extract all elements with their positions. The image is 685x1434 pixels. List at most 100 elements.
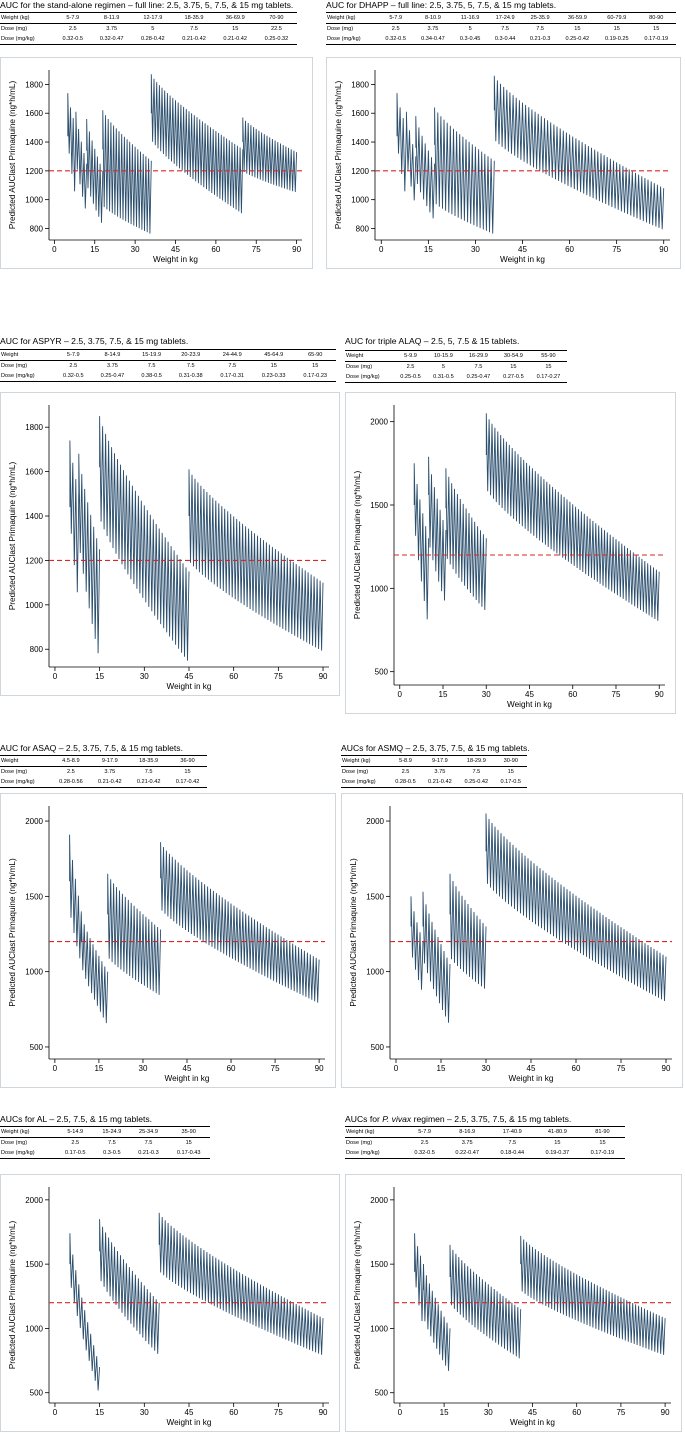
table-row-label: Weight	[345, 350, 395, 362]
x-tick-label: 30	[140, 672, 149, 681]
panel-title: AUC for triple ALAQ – 2.5, 5, 7.5 & 15 t…	[345, 336, 520, 346]
panel-title: AUCs for P. vivax regimen – 2.5, 3.75, 7…	[345, 1114, 571, 1124]
table-cell: 0.17-0.27	[529, 372, 567, 383]
table-cell: 3.75	[427, 26, 439, 32]
table-cell: 18-29.9	[458, 755, 495, 767]
table-row: Dose (mg/kg) 0.32-0.5 0.32-0.47 0.28-0.42 0.…	[0, 34, 297, 45]
table-cell: 2.5	[71, 1140, 80, 1146]
x-tick-label: 0	[53, 1064, 58, 1073]
series-line	[75, 111, 88, 209]
table-cell: 0.3-0.45	[452, 34, 488, 45]
table-cell: 7.5	[144, 769, 153, 775]
table-row: Weight 4.5-8.9 9-17.9 18-35.9 36-90	[0, 755, 207, 767]
title-italic: P. vivax	[382, 1114, 412, 1124]
x-tick-label: 60	[229, 1408, 238, 1417]
chart-svg: 800 1000 1200 1400 1600 1800 0 15 30 45 60 75 90 Weig…	[334, 70, 670, 264]
series-line	[396, 93, 407, 192]
x-tick-label: 75	[271, 1064, 280, 1073]
x-tick-label: 15	[95, 1408, 104, 1417]
x-tick-label: 90	[655, 690, 664, 699]
y-tick-label: 2000	[370, 418, 388, 427]
chart-frame: 800 1000 1200 1400 1600 1800 0 15 30 45 60 75 90 Weig…	[0, 392, 340, 696]
table-row-label: Dose (mg)	[1, 1140, 28, 1146]
dose-table: Weight (kg) 5-7.9 8-16.9 17-40.9 41-80.9 81-9…	[345, 1126, 625, 1159]
x-tick-label: 90	[319, 1408, 328, 1417]
table-cell: 5-7.9	[378, 12, 414, 24]
table-cell: 15-19.9	[133, 349, 170, 361]
y-tick-label: 1800	[351, 80, 369, 89]
table-cell: 15	[184, 769, 191, 775]
table-row: Weight 5-9.9 10-15.9 16-29.9 30-54.9 55-90	[345, 350, 567, 362]
x-tick-label: 15	[424, 245, 433, 254]
x-tick-label: 60	[568, 690, 577, 699]
y-tick-label: 800	[30, 224, 44, 233]
series-line	[410, 896, 424, 990]
table-row: Dose (mg) 2.5 5 7.5 15 15	[345, 362, 567, 373]
chart-frame: 500 1000 1500 2000 0 15 30 45 60 75 90 Weight in kg…	[0, 1174, 340, 1432]
table-row: Dose (mg/kg) 0.28-0.56 0.21-0.42 0.21-0.42 0…	[0, 777, 207, 788]
y-tick-label: 1000	[351, 196, 369, 205]
table-cell: 65-90	[294, 349, 336, 361]
table-cell: 7.5	[144, 1140, 153, 1146]
table-row-label: Dose (mg/kg)	[0, 371, 55, 382]
table-cell: 7.5	[501, 26, 510, 32]
y-tick-label: 1500	[25, 892, 43, 901]
series-line	[423, 1264, 451, 1371]
series-line	[102, 110, 152, 234]
x-tick-label: 45	[185, 672, 194, 681]
table-cell: 7.5	[536, 26, 545, 32]
panel-title: AUC for the stand-alone regimen – full l…	[0, 0, 294, 10]
series-line	[78, 453, 101, 654]
table-cell: 5-7.9	[404, 1126, 445, 1138]
table-row: Dose (mg) 2.5 3.75 5 7.5 15 22.5	[0, 24, 297, 35]
table-cell: 0.19-0.25	[597, 34, 637, 45]
table-cell: 2.5	[420, 1140, 429, 1146]
x-tick-label: 30	[482, 690, 491, 699]
table-cell: 2.5	[406, 364, 415, 370]
chart-frame: 800 1000 1200 1400 1600 1800 0 15 30 45 60 75 90 Weig…	[326, 57, 681, 269]
y-tick-label: 1500	[370, 501, 388, 510]
y-tick-label: 1000	[370, 1324, 388, 1333]
series-line	[150, 74, 244, 214]
y-tick-label: 1600	[351, 109, 369, 118]
table-cell: 0.21-0.42	[129, 777, 169, 788]
series-line	[449, 873, 487, 989]
x-tick-label: 75	[274, 1408, 283, 1417]
chart-svg: 500 1000 1500 2000 0 15 30 45 60 75 90 Weight in kg…	[353, 405, 665, 709]
y-axis-label: Predicted AUClast Primaquine (ng*h/mL)	[8, 858, 17, 1007]
table-cell: 0.21-0.3	[522, 34, 558, 45]
table-cell: 0.17-0.19	[579, 1148, 625, 1159]
x-tick-label: 30	[139, 1064, 148, 1073]
table-cell: 15	[653, 26, 660, 32]
table-row: Dose (mg/kg) 0.32-0.5 0.22-0.47 0.18-0.44 0.…	[345, 1148, 625, 1159]
x-tick-label: 30	[131, 245, 140, 254]
series-line	[520, 1235, 666, 1355]
table-row: Weight 5-7.9 8-14.9 15-19.9 20-23.9 24-44.9 45…	[0, 349, 336, 361]
dose-table: Weight (kg) 5-8.9 9-17.9 18-29.9 30-90 Dose (…	[341, 755, 527, 788]
y-tick-label: 1400	[25, 512, 43, 521]
table-row: Dose (mg) 2.5 3.75 7.5 15	[341, 767, 527, 778]
table-cell: 0.18-0.44	[489, 1148, 535, 1159]
table-cell: 45-64.9	[252, 349, 295, 361]
table-cell: 5-14.9	[56, 1126, 95, 1138]
y-tick-label: 2000	[366, 817, 384, 826]
series-line	[415, 116, 436, 219]
x-tick-label: 75	[612, 245, 621, 254]
table-cell: 11-16.9	[452, 12, 488, 24]
table-row-label: Dose (mg/kg)	[341, 777, 390, 788]
series-line	[414, 1233, 424, 1322]
table-cell: 16-29.9	[459, 350, 497, 362]
table-cell: 0.21-0.42	[421, 777, 459, 788]
series-line	[422, 891, 451, 1023]
y-axis-label: Predicted AUClast Primaquine (ng*h/mL)	[353, 471, 362, 620]
table-row: Weight (kg) 5-14.9 15-24.9 25-34.9 35-90	[0, 1126, 210, 1138]
x-tick-label: 15	[440, 1408, 449, 1417]
table-row: Dose (mg) 2.5 3.75 7.5 15	[0, 767, 207, 778]
table-cell: 0.25-0.32	[255, 34, 297, 45]
table-cell: 5	[151, 26, 155, 32]
table-row: Dose (mg) 2.5 3.75 5 7.5 7.5 15 15 15	[326, 24, 676, 35]
table-cell: 5-7.9	[54, 12, 92, 24]
x-axis-label: Weight in kg	[500, 255, 545, 264]
y-tick-label: 1800	[25, 423, 43, 432]
table-row: Dose (mg/kg) 0.25-0.5 0.31-0.5 0.25-0.47 0.2…	[345, 372, 567, 383]
